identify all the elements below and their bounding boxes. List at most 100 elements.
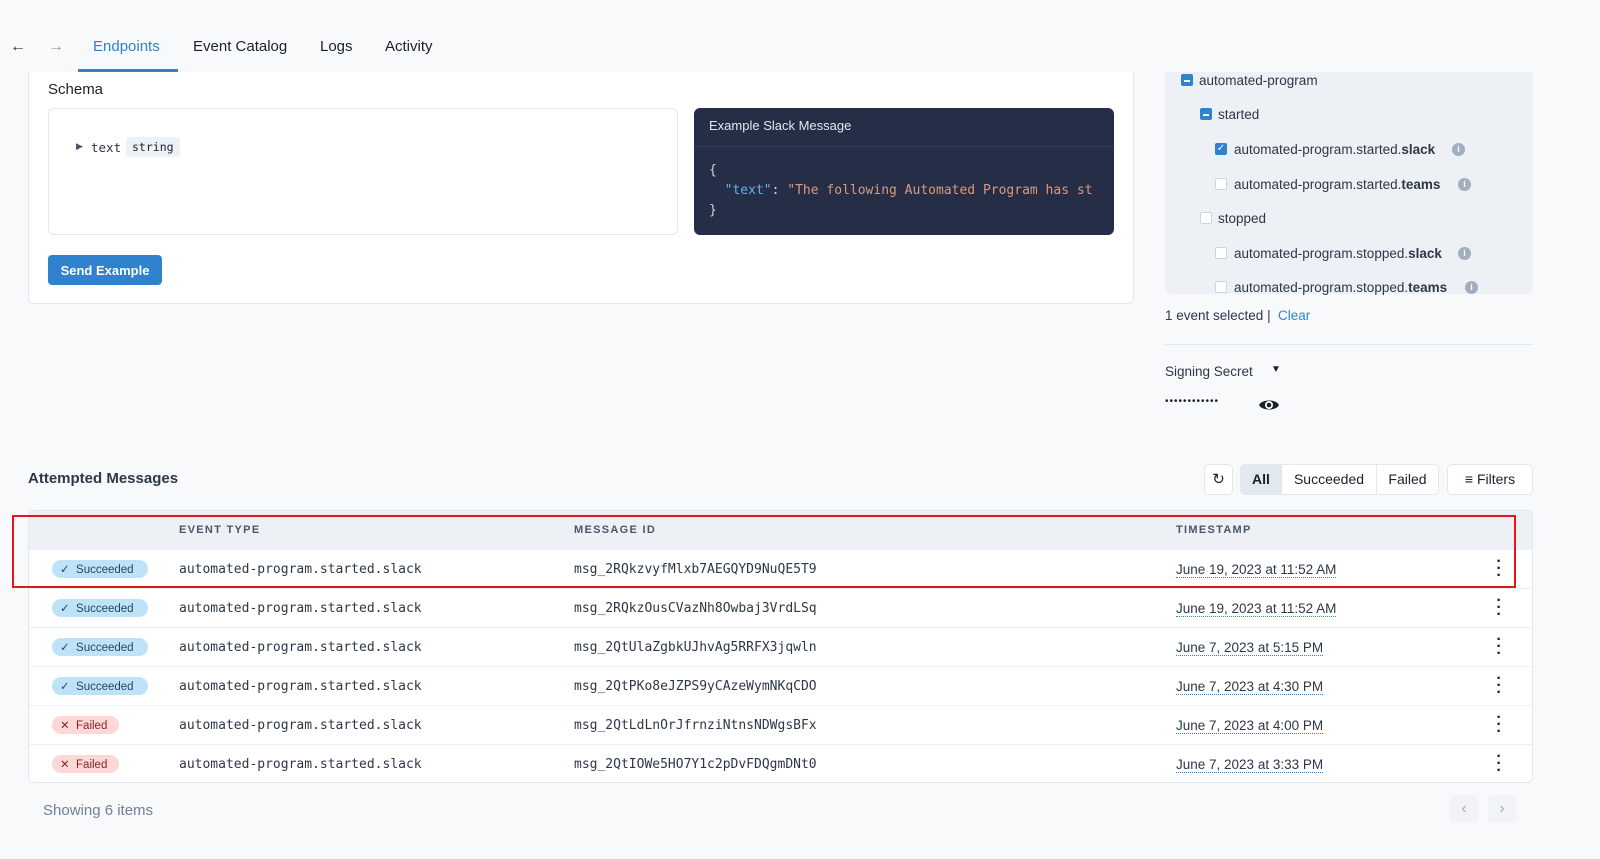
eye-icon[interactable] — [1258, 397, 1280, 413]
clear-link[interactable]: Clear — [1278, 308, 1311, 323]
stopped-label: stopped — [1218, 211, 1267, 226]
filter-failed[interactable]: Failed — [1376, 464, 1439, 495]
back-arrow-icon[interactable]: ← — [10, 38, 26, 55]
status-badge: ✕ Failed — [52, 716, 119, 734]
status-badge: ✕ Failed — [52, 755, 119, 773]
status-badge: ✓ Succeeded — [52, 599, 148, 617]
table-header: EVENT TYPE MESSAGE ID TIMESTAMP — [29, 511, 1532, 549]
divider — [1165, 344, 1533, 345]
tab-logs[interactable]: Logs — [320, 38, 353, 55]
kebab-menu-icon[interactable]: · · · — [1496, 709, 1502, 740]
message-id-cell[interactable]: msg_2RQkzOusCVazNh8Owbaj3VrdLSq — [574, 601, 817, 616]
check-icon: ✓ — [60, 681, 70, 693]
forward-arrow-icon[interactable]: → — [48, 38, 64, 55]
kebab-menu-icon[interactable]: · · · — [1496, 592, 1502, 623]
table-row[interactable]: ✓ Succeeded automated-program.started.sl… — [29, 627, 1532, 666]
checkbox-stopped-teams[interactable] — [1215, 281, 1227, 293]
event-prefix: automated-program.started. — [1234, 142, 1402, 157]
status-label: Succeeded — [76, 681, 134, 693]
check-icon: ✓ — [60, 564, 70, 576]
attempted-messages-title: Attempted Messages — [28, 470, 179, 487]
table-row[interactable]: ✕ Failed automated-program.started.slack… — [29, 705, 1532, 744]
filters-label: Filters — [1476, 471, 1516, 487]
table-row[interactable]: ✕ Failed automated-program.started.slack… — [29, 744, 1532, 782]
timestamp-cell[interactable]: June 19, 2023 at 11:52 AM — [1176, 562, 1337, 578]
message-id-cell[interactable]: msg_2QtUlaZgbkUJhvAg5RRFX3jqwln — [574, 640, 817, 655]
event-item: automated-program.started.slack — [1234, 142, 1435, 157]
send-example-button[interactable]: Send Example — [48, 255, 162, 285]
event-prefix: automated-program.stopped. — [1234, 280, 1409, 295]
message-id-cell[interactable]: msg_2QtLdLnOrJfrnziNtnsNDWgsBFx — [574, 718, 817, 733]
event-type-cell: automated-program.started.slack — [179, 562, 422, 577]
schema-title: Schema — [48, 81, 104, 98]
kebab-menu-icon[interactable]: · · · — [1496, 631, 1502, 662]
status-badge: ✓ Succeeded — [52, 638, 148, 656]
event-suffix: teams — [1408, 280, 1448, 295]
kebab-menu-icon[interactable]: · · · — [1496, 748, 1502, 779]
timestamp-cell[interactable]: June 7, 2023 at 3:33 PM — [1176, 757, 1324, 773]
checkbox-automated-program[interactable] — [1181, 74, 1193, 86]
prev-page-button[interactable]: ‹ — [1450, 795, 1478, 823]
filter-all[interactable]: All — [1240, 464, 1282, 495]
checkbox-stopped[interactable] — [1200, 212, 1212, 224]
top-nav: ← → Endpoints Event Catalog Logs Activit… — [0, 0, 1600, 72]
event-tree: automated-program started ✓ automated-pr… — [1165, 72, 1533, 295]
message-id-cell[interactable]: msg_2QtPKo8eJZPS9yCAzeWymNKqCDO — [574, 679, 817, 694]
info-icon[interactable]: i — [1465, 281, 1478, 294]
example-slack-message: Example Slack Message { "text": "The fol… — [694, 108, 1114, 235]
tab-event-catalog[interactable]: Event Catalog — [193, 38, 288, 55]
example-title: Example Slack Message — [709, 118, 852, 133]
checkbox-started-teams[interactable] — [1215, 178, 1227, 190]
expand-caret-icon[interactable]: ▶ — [76, 141, 83, 151]
active-tab-indicator — [78, 69, 178, 72]
next-page-button[interactable]: › — [1488, 795, 1516, 823]
event-suffix: teams — [1401, 177, 1441, 192]
caret-down-icon[interactable]: ▼ — [1271, 364, 1281, 375]
check-icon: ✓ — [60, 642, 70, 654]
event-item: automated-program.stopped.slack — [1234, 246, 1442, 261]
event-type-cell: automated-program.started.slack — [179, 757, 422, 772]
x-icon: ✕ — [60, 759, 70, 771]
col-timestamp: TIMESTAMP — [1176, 524, 1252, 536]
signing-secret-label: Signing Secret — [1165, 364, 1253, 379]
messages-table: EVENT TYPE MESSAGE ID TIMESTAMP ✓ Succee… — [28, 510, 1533, 783]
checkbox-started[interactable] — [1200, 108, 1212, 120]
timestamp-cell[interactable]: June 7, 2023 at 4:00 PM — [1176, 718, 1324, 734]
filter-lines-icon: ≡ — [1464, 471, 1477, 487]
table-row[interactable]: ✓ Succeeded automated-program.started.sl… — [29, 666, 1532, 705]
group-label: automated-program — [1199, 73, 1318, 88]
info-icon[interactable]: i — [1458, 178, 1471, 191]
message-id-cell[interactable]: msg_2QtIOWe5HO7Y1c2pDvFDQgmDNt0 — [574, 757, 817, 772]
tab-activity[interactable]: Activity — [385, 38, 433, 55]
table-row[interactable]: ✓ Succeeded automated-program.started.sl… — [29, 549, 1532, 588]
info-icon[interactable]: i — [1458, 247, 1471, 260]
tab-endpoints[interactable]: Endpoints — [93, 38, 160, 55]
table-row[interactable]: ✓ Succeeded automated-program.started.sl… — [29, 588, 1532, 627]
refresh-button[interactable]: ↻ — [1204, 464, 1233, 495]
info-icon[interactable]: i — [1452, 143, 1465, 156]
example-code: { "text": "The following Automated Progr… — [709, 161, 1093, 221]
status-label: Succeeded — [76, 642, 134, 654]
timestamp-cell[interactable]: June 19, 2023 at 11:52 AM — [1176, 601, 1337, 617]
event-prefix: automated-program.stopped. — [1234, 246, 1409, 261]
kebab-menu-icon[interactable]: · · · — [1496, 553, 1502, 584]
status-label: Succeeded — [76, 603, 134, 615]
timestamp-cell[interactable]: June 7, 2023 at 5:15 PM — [1176, 640, 1324, 656]
check-icon: ✓ — [60, 603, 70, 615]
event-prefix: automated-program.started. — [1234, 177, 1402, 192]
schema-field-name: text — [91, 140, 122, 155]
event-type-cell: automated-program.started.slack — [179, 679, 422, 694]
kebab-menu-icon[interactable]: · · · — [1496, 670, 1502, 701]
message-id-cell[interactable]: msg_2RQkzvyfMlxb7AEGQYD9NuQE5T9 — [574, 562, 817, 577]
checkbox-started-slack[interactable]: ✓ — [1215, 143, 1227, 155]
filter-succeeded[interactable]: Succeeded — [1281, 464, 1377, 495]
brace-close: } — [709, 203, 717, 218]
brace-open: { — [709, 163, 717, 178]
status-badge: ✓ Succeeded — [52, 677, 148, 695]
checkbox-stopped-slack[interactable] — [1215, 247, 1227, 259]
timestamp-cell[interactable]: June 7, 2023 at 4:30 PM — [1176, 679, 1324, 695]
event-item: automated-program.started.teams — [1234, 177, 1440, 192]
filters-button[interactable]: ≡ Filters — [1447, 464, 1533, 495]
json-value: "The following Automated Program has st — [787, 183, 1093, 198]
event-type-cell: automated-program.started.slack — [179, 718, 422, 733]
